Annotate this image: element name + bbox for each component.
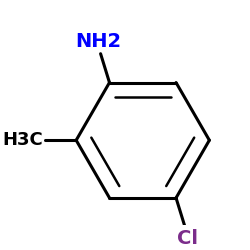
Text: H3C: H3C (2, 131, 43, 149)
Text: Cl: Cl (177, 229, 198, 248)
Text: NH2: NH2 (75, 32, 122, 52)
